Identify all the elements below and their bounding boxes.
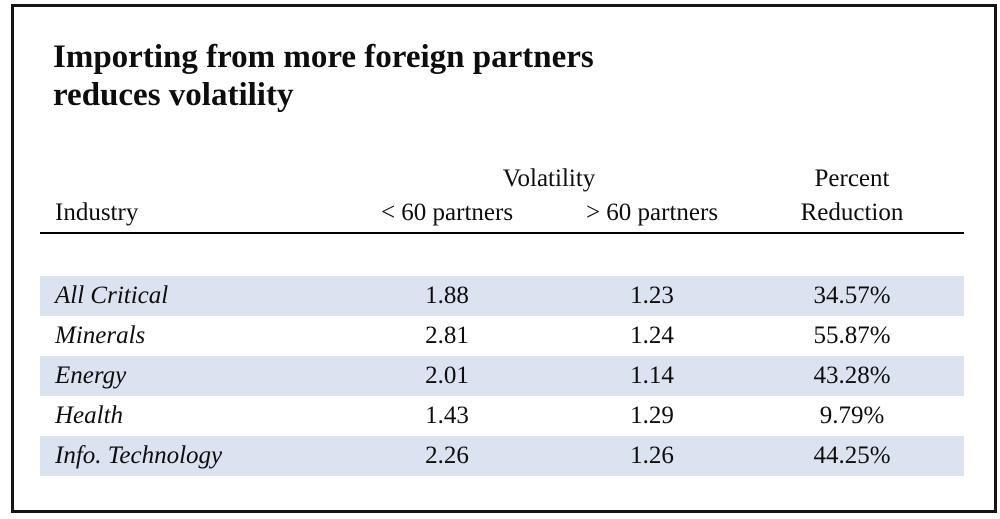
industry-cell: Energy	[55, 362, 127, 389]
column-header-row: Industry < 60 partners > 60 partners Red…	[40, 193, 964, 234]
volatility-gt60-cell: 1.23	[630, 282, 674, 309]
figure-title-line1: Importing from more foreign partners	[53, 39, 594, 75]
industry-cell: All Critical	[55, 282, 169, 309]
column-header-reduction: Reduction	[800, 199, 904, 226]
table-row: Energy 2.01 1.14 43.28%	[40, 356, 964, 396]
volatility-lt60-cell: 1.88	[425, 282, 469, 309]
volatility-gt60-cell: 1.24	[630, 322, 674, 349]
group-header-percent: Percent	[814, 165, 890, 192]
figure-title-line2: reduces volatility	[53, 77, 294, 113]
table-row: Info. Technology 2.26 1.26 44.25%	[40, 436, 964, 476]
table-row: Minerals 2.81 1.24 55.87%	[40, 316, 964, 356]
industry-cell: Minerals	[55, 322, 146, 349]
volatility-lt60-cell: 2.01	[425, 362, 469, 389]
volatility-lt60-cell: 1.43	[425, 402, 469, 429]
group-header-volatility: Volatility	[502, 165, 596, 192]
column-header-gt60: > 60 partners	[585, 199, 719, 226]
table-row: Health 1.43 1.29 9.79%	[40, 396, 964, 436]
column-header-industry: Industry	[55, 199, 139, 226]
percent-reduction-cell: 9.79%	[819, 402, 885, 429]
industry-cell: Health	[55, 402, 124, 429]
percent-reduction-cell: 44.25%	[813, 442, 891, 469]
table-row: All Critical 1.88 1.23 34.57%	[40, 276, 964, 316]
figure-title: Importing from more foreign partners redu…	[53, 38, 594, 114]
volatility-lt60-cell: 2.81	[425, 322, 469, 349]
industry-cell: Info. Technology	[55, 442, 223, 469]
volatility-gt60-cell: 1.29	[630, 402, 674, 429]
percent-reduction-cell: 43.28%	[813, 362, 891, 389]
volatility-gt60-cell: 1.26	[630, 442, 674, 469]
volatility-lt60-cell: 2.26	[425, 442, 469, 469]
figure-frame: Importing from more foreign partners redu…	[11, 4, 997, 513]
header-body-gap	[40, 234, 964, 276]
volatility-gt60-cell: 1.14	[630, 362, 674, 389]
group-header-row: Volatility Percent	[40, 157, 964, 193]
percent-reduction-cell: 34.57%	[813, 282, 891, 309]
data-table: Volatility Percent Industry < 60 partner…	[40, 157, 964, 476]
percent-reduction-cell: 55.87%	[813, 322, 891, 349]
column-header-lt60: < 60 partners	[380, 199, 514, 226]
